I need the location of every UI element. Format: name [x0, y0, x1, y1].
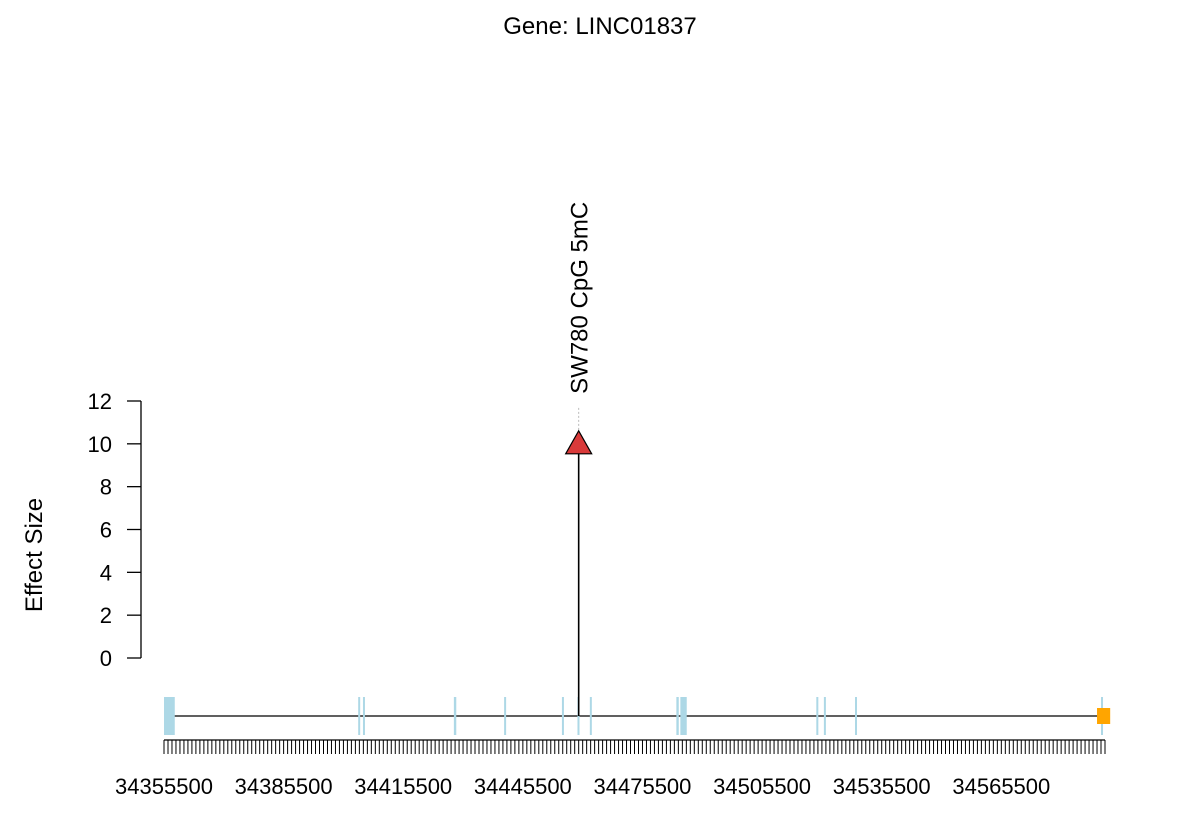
- exon: [823, 697, 826, 735]
- highlight-region: [1097, 708, 1111, 724]
- x-tick-label: 34565500: [952, 774, 1050, 799]
- point-marker-triangle: [564, 429, 593, 455]
- x-tick-label: 34445500: [474, 774, 572, 799]
- exon: [164, 697, 175, 735]
- exon: [358, 697, 361, 735]
- exon: [362, 697, 365, 735]
- y-tick-label: 2: [100, 603, 112, 628]
- chart-title: Gene: LINC01837: [503, 13, 696, 40]
- x-tick-label: 34535500: [833, 774, 931, 799]
- exon: [816, 697, 819, 735]
- y-tick-label: 10: [88, 432, 112, 457]
- x-tick-label: 34355500: [115, 774, 213, 799]
- y-tick-label: 4: [100, 560, 112, 585]
- exon: [453, 697, 457, 735]
- exon: [854, 697, 857, 735]
- y-tick-label: 8: [100, 475, 112, 500]
- exon: [680, 697, 687, 735]
- exon: [676, 697, 679, 735]
- x-axis: 34355500 34385500 34415500 34445500 34475500…: [115, 739, 1106, 799]
- y-tick-label: 0: [100, 646, 112, 671]
- y-axis: 0 2 4 6 8 10 12: [88, 389, 142, 671]
- x-tick-label: 34415500: [354, 774, 452, 799]
- data-points: SW780 CpG 5mC: [564, 202, 594, 716]
- y-tick-label: 6: [100, 518, 112, 543]
- x-tick-label: 34385500: [235, 774, 333, 799]
- y-axis-label: Effect Size: [21, 498, 48, 612]
- exon: [561, 697, 564, 735]
- x-tick-label: 34475500: [594, 774, 692, 799]
- x-tick-label: 34505500: [713, 774, 811, 799]
- point-label: SW780 CpG 5mC: [567, 202, 594, 394]
- exon: [589, 697, 592, 735]
- exon: [504, 697, 507, 735]
- gene-track: [164, 697, 1111, 735]
- y-tick-label: 12: [88, 389, 112, 414]
